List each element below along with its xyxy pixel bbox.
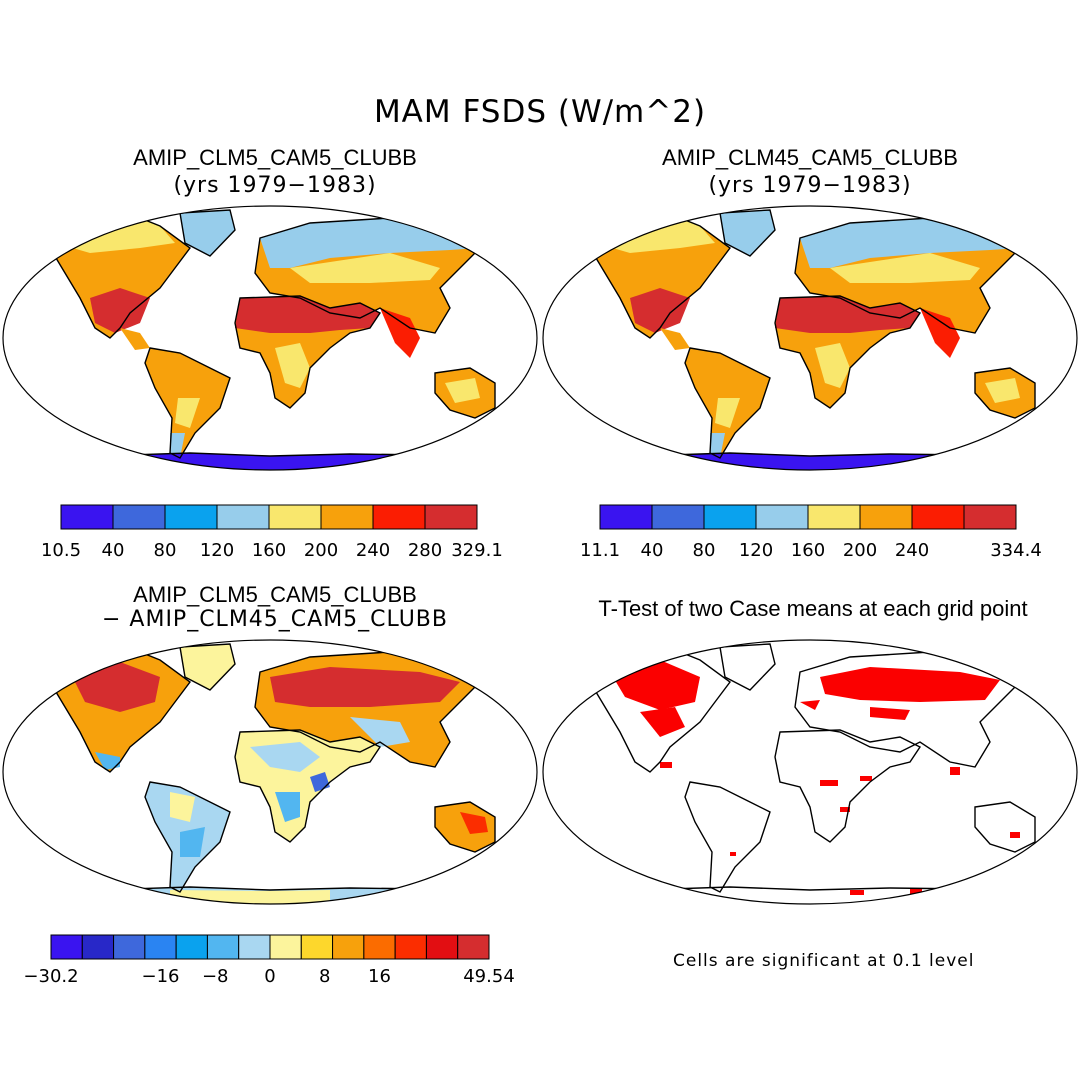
colorbar-label: 160 — [252, 540, 286, 561]
colorbar-swatch — [175, 934, 208, 960]
colorbar-swatch — [599, 504, 653, 530]
colorbar-label: 8 — [319, 966, 330, 987]
colorbar-label: 329.1 — [451, 540, 503, 561]
colorbar-swatch — [457, 934, 490, 960]
colorbar-label: 240 — [356, 540, 390, 561]
colorbar-swatch — [755, 504, 809, 530]
map-difference — [2, 639, 538, 905]
colorbar-label: 240 — [895, 540, 929, 561]
panel4-title: T-Test of two Case means at each grid po… — [598, 596, 1028, 621]
colorbar-swatch — [144, 934, 177, 960]
colorbar-swatch — [859, 504, 913, 530]
colorbar-swatch — [703, 504, 757, 530]
colorbar-label: −30.2 — [23, 966, 78, 987]
map-case1 — [2, 205, 538, 471]
panel2-subtitle: (yrs 1979−1983) — [708, 173, 912, 198]
colorbar-label: 120 — [739, 540, 773, 561]
colorbar-swatch — [963, 504, 1017, 530]
panel1-subtitle: (yrs 1979−1983) — [173, 173, 377, 198]
colorbar-swatch — [394, 934, 427, 960]
colorbar-swatch — [911, 504, 965, 530]
colorbar-label: 40 — [641, 540, 664, 561]
colorbar-label: 0 — [264, 966, 275, 987]
colorbar-swatch — [81, 934, 115, 960]
colorbar-swatch — [425, 934, 459, 960]
colorbar-difference: −30.2 −16 −8 0 8 16 49.54 — [23, 934, 515, 987]
colorbar-swatch — [238, 934, 271, 960]
colorbar-label: 11.1 — [580, 540, 620, 561]
colorbar-case1: 10.5 40 80 120 160 200 240 280 329.1 — [41, 504, 503, 561]
colorbar-swatch — [651, 504, 705, 530]
colorbar-label: 120 — [200, 540, 234, 561]
colorbar-swatch — [164, 504, 218, 530]
colorbar-swatch — [320, 504, 374, 530]
colorbar-label: 160 — [791, 540, 825, 561]
colorbar-swatch — [50, 934, 83, 960]
colorbar-swatch — [363, 934, 396, 960]
colorbar-swatch — [206, 934, 240, 960]
colorbar-swatch — [269, 934, 302, 960]
colorbar-label: 16 — [368, 966, 391, 987]
colorbar-swatch — [332, 934, 365, 960]
colorbar-label: 200 — [843, 540, 877, 561]
figure-title: MAM FSDS (W/m^2) — [373, 94, 707, 130]
panel3-subtitle: − AMIP_CLM45_CAM5_CLUBB — [101, 607, 448, 632]
colorbar-label: 80 — [154, 540, 177, 561]
colorbar-swatch — [807, 504, 861, 530]
colorbar-label: 200 — [304, 540, 338, 561]
colorbar-swatch — [113, 934, 146, 960]
colorbar-swatch — [60, 504, 114, 530]
colorbar-label: 280 — [408, 540, 442, 561]
panel3-title: AMIP_CLM5_CAM5_CLUBB — [133, 582, 417, 607]
colorbar-swatch — [268, 504, 322, 530]
colorbar-case2: 11.1 40 80 120 160 200 240 334.4 — [580, 504, 1042, 561]
colorbar-label: 334.4 — [990, 540, 1042, 561]
colorbar-swatch — [216, 504, 270, 530]
colorbar-swatch — [112, 504, 166, 530]
significance-note: Cells are significant at 0.1 level — [673, 951, 975, 971]
colorbar-swatch — [300, 934, 334, 960]
colorbar-label: 40 — [102, 540, 125, 561]
colorbar-swatch — [372, 504, 426, 530]
colorbar-label: 10.5 — [41, 540, 81, 561]
map-ttest — [542, 639, 1078, 905]
panel2-title: AMIP_CLM45_CAM5_CLUBB — [662, 145, 958, 170]
colorbar-swatch — [424, 504, 478, 530]
colorbar-label: −8 — [202, 966, 229, 987]
colorbar-label: 80 — [693, 540, 716, 561]
colorbar-label: −16 — [142, 966, 180, 987]
panel1-title: AMIP_CLM5_CAM5_CLUBB — [133, 145, 417, 170]
colorbar-label: 49.54 — [463, 966, 515, 987]
map-case2 — [542, 205, 1078, 471]
